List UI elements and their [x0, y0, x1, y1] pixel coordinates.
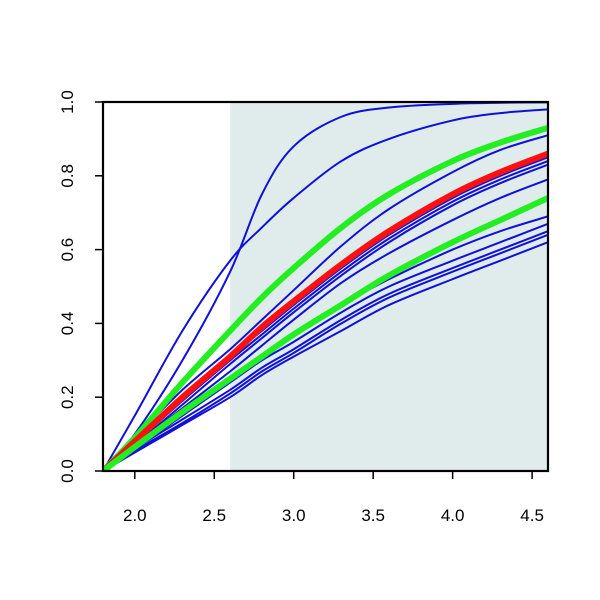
series-line-blue-6	[103, 163, 548, 471]
series-line-blue-12	[103, 241, 548, 471]
y-tick-label: 0.6	[58, 238, 77, 262]
x-axis: 2.0 2.5 3.0 3.5 4.0 4.5	[123, 471, 544, 525]
series-line-blue-11	[103, 233, 548, 471]
x-tick-label: 4.0	[441, 506, 465, 525]
y-tick-label: 0.8	[58, 164, 77, 188]
series-lines	[103, 102, 548, 471]
series-line-green-15	[103, 195, 548, 471]
x-tick-label: 2.0	[123, 506, 147, 525]
y-tick-label: 1.0	[58, 90, 77, 114]
x-tick-label: 3.5	[361, 506, 385, 525]
y-tick-label: 0.0	[58, 459, 77, 483]
series-line-blue-2	[103, 108, 548, 471]
y-tick-label: 0.4	[58, 312, 77, 336]
x-tick-label: 3.0	[282, 506, 306, 525]
x-tick-label: 2.5	[202, 506, 226, 525]
series-line-red-14	[103, 150, 548, 471]
y-axis: 0.0 0.2 0.4 0.6 0.8 1.0	[58, 90, 103, 483]
plot-frame	[101, 100, 550, 473]
series-line-blue-10	[103, 230, 548, 471]
y-tick-label: 0.2	[58, 385, 77, 409]
x-tick-label: 4.5	[520, 506, 544, 525]
series-line-green-13	[103, 124, 548, 471]
series-line-blue-1	[103, 102, 548, 471]
